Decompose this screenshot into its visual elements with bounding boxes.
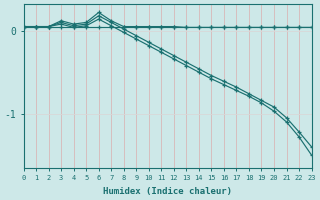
X-axis label: Humidex (Indice chaleur): Humidex (Indice chaleur) bbox=[103, 187, 232, 196]
